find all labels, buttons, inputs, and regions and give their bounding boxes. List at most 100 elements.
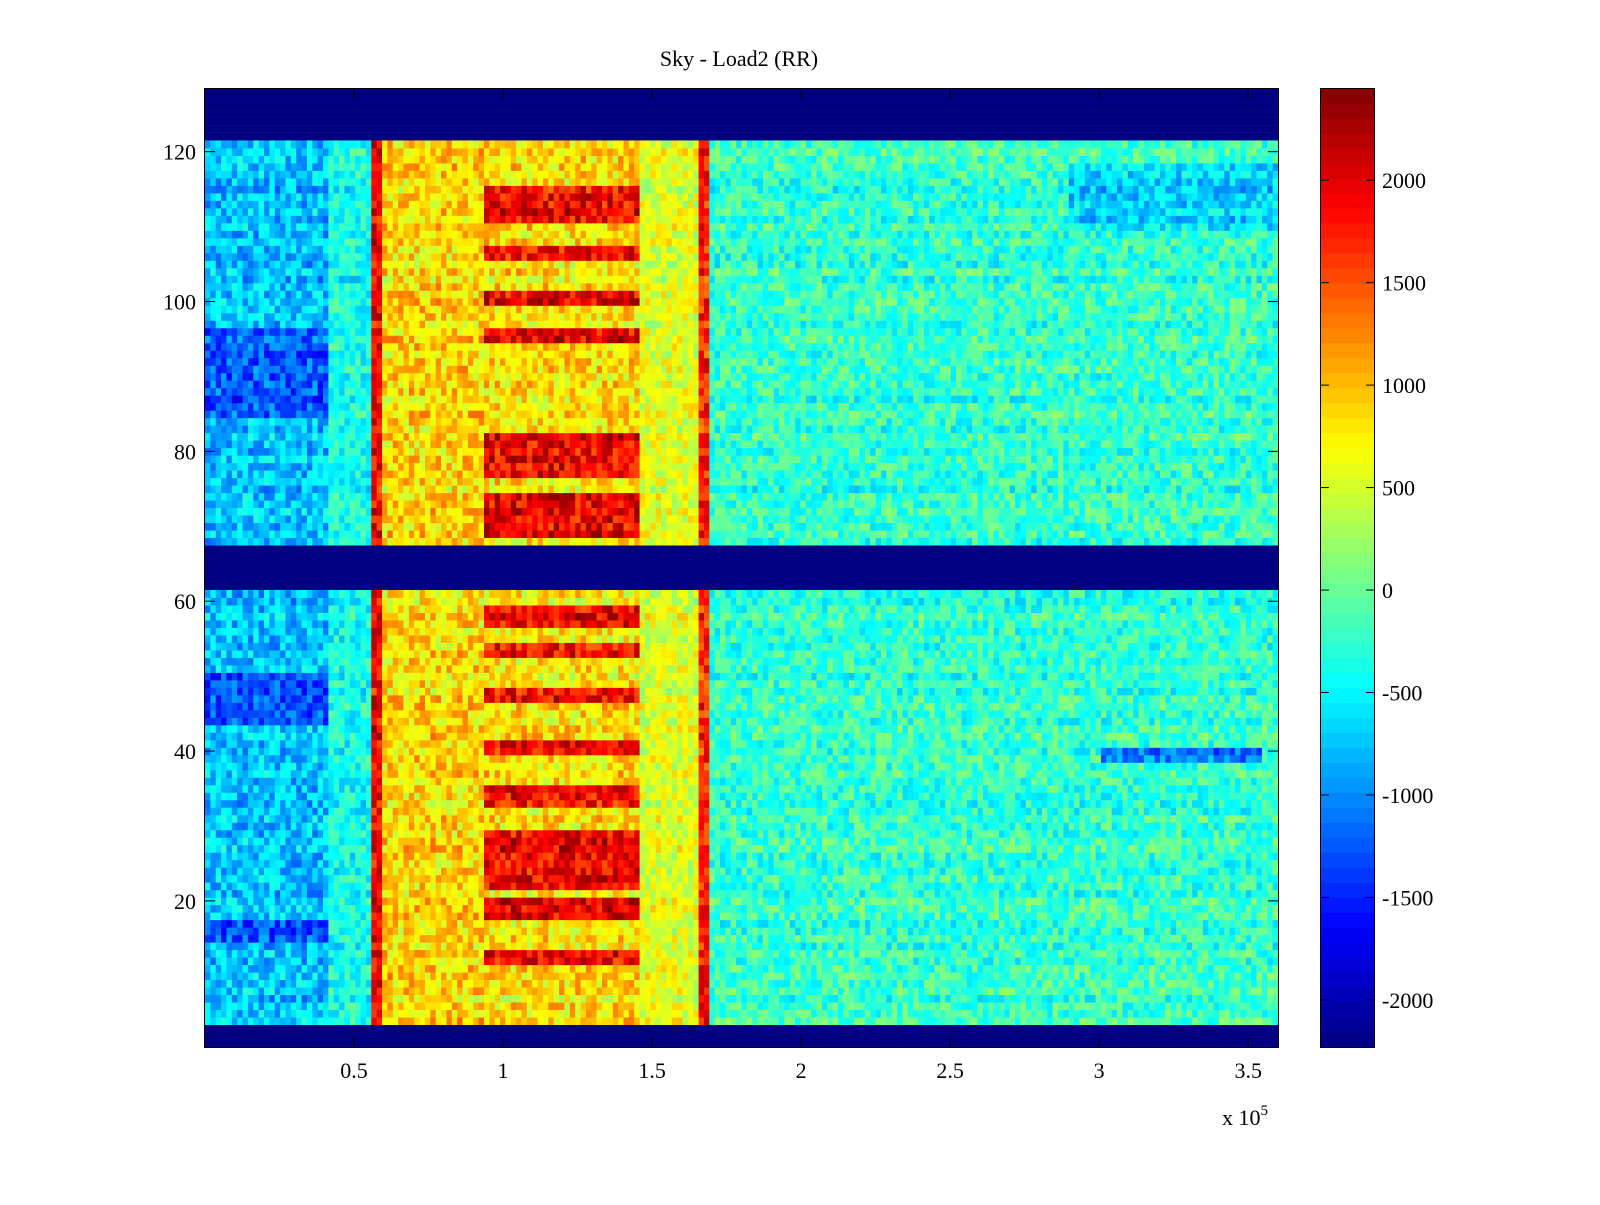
heatmap-cell <box>226 1002 233 1011</box>
heatmap-cell <box>403 889 410 898</box>
heatmap-cell <box>762 1017 769 1026</box>
heatmap-cell <box>779 964 786 973</box>
heatmap-cell <box>1047 882 1054 891</box>
heatmap-cell <box>462 897 469 906</box>
heatmap-cell <box>1084 882 1091 891</box>
heatmap-cell <box>1095 867 1102 876</box>
heatmap-cell <box>832 837 839 846</box>
heatmap-cell <box>237 867 244 876</box>
heatmap-cell <box>644 979 651 988</box>
heatmap-cell <box>1213 882 1220 891</box>
heatmap-cell <box>832 897 839 906</box>
heatmap-cell <box>950 837 957 846</box>
heatmap-cell <box>703 859 710 868</box>
heatmap-cell <box>1165 1017 1172 1026</box>
heatmap-cell <box>1036 889 1043 898</box>
heatmap-cell <box>821 874 828 883</box>
heatmap-cell <box>365 904 372 913</box>
heatmap-cell <box>226 927 233 936</box>
heatmap-cell <box>462 859 469 868</box>
heatmap-cell <box>280 919 287 928</box>
heatmap-cell <box>1009 979 1016 988</box>
heatmap-cell <box>424 897 431 906</box>
heatmap-cell <box>226 972 233 981</box>
heatmap-cell <box>1208 867 1215 876</box>
heatmap-cell <box>489 994 496 1003</box>
heatmap-cell <box>918 852 925 861</box>
heatmap-cell <box>446 852 453 861</box>
heatmap-cell <box>1122 919 1129 928</box>
heatmap-cell <box>441 844 448 853</box>
heatmap-cell <box>1133 844 1140 853</box>
heatmap-cell <box>848 912 855 921</box>
heatmap-cell <box>687 837 694 846</box>
heatmap-cell <box>360 889 367 898</box>
heatmap-cell <box>923 859 930 868</box>
heatmap-cell <box>1235 844 1242 853</box>
heatmap-cell <box>730 942 737 951</box>
heatmap-cell <box>693 957 700 966</box>
heatmap-cell <box>1261 964 1268 973</box>
heatmap-cell <box>462 927 469 936</box>
heatmap-cell <box>1095 852 1102 861</box>
heatmap-cell <box>1213 859 1220 868</box>
heatmap-cell <box>1197 927 1204 936</box>
heatmap-cell <box>1224 874 1231 883</box>
heatmap-cell <box>1165 882 1172 891</box>
heatmap-cell <box>1154 994 1161 1003</box>
heatmap-cell <box>714 1017 721 1026</box>
heatmap-cell <box>301 957 308 966</box>
heatmap-cell <box>328 942 335 951</box>
heatmap-cell <box>548 882 555 891</box>
heatmap-cell <box>736 957 743 966</box>
heatmap-cell <box>1143 942 1150 951</box>
heatmap-cell <box>575 1009 582 1018</box>
heatmap-cell <box>344 897 351 906</box>
heatmap-cell <box>489 852 496 861</box>
heatmap-cell <box>816 957 823 966</box>
heatmap-cell <box>671 964 678 973</box>
heatmap-cell <box>537 1017 544 1026</box>
heatmap-cell <box>821 859 828 868</box>
heatmap-cell <box>441 912 448 921</box>
heatmap-cell <box>1063 1002 1070 1011</box>
heatmap-cell <box>682 1009 689 1018</box>
heatmap-cell <box>451 1002 458 1011</box>
heatmap-cell <box>618 919 625 928</box>
heatmap-cell <box>982 934 989 943</box>
heatmap-cell <box>1063 867 1070 876</box>
heatmap-cell <box>242 934 249 943</box>
heatmap-cell <box>1041 874 1048 883</box>
heatmap-cell <box>1186 912 1193 921</box>
heatmap-cell <box>414 844 421 853</box>
heatmap-cell <box>264 979 270 988</box>
heatmap-cell <box>789 912 796 921</box>
heatmap-cell <box>854 844 861 853</box>
heatmap-cell <box>972 1009 979 1018</box>
heatmap-cell <box>848 927 855 936</box>
heatmap-cell <box>543 859 549 868</box>
heatmap-cell <box>1267 852 1274 861</box>
heatmap-cell <box>661 957 667 966</box>
heatmap-cell <box>1025 912 1032 921</box>
heatmap-cell <box>1208 919 1215 928</box>
heatmap-cell <box>392 972 399 981</box>
heatmap-cell <box>634 979 641 988</box>
heatmap-cell <box>779 859 786 868</box>
heatmap-cell <box>832 904 839 913</box>
heatmap-cell <box>387 1002 394 1011</box>
heatmap-cell <box>500 942 507 951</box>
heatmap-cell <box>1272 927 1279 936</box>
heatmap-cell <box>430 874 437 883</box>
heatmap-cell <box>317 844 324 853</box>
heatmap-cell <box>1095 897 1102 906</box>
heatmap-cell <box>1235 837 1242 846</box>
heatmap-cell <box>247 987 254 996</box>
heatmap-cell <box>612 874 619 883</box>
heatmap-cell <box>290 1017 297 1026</box>
heatmap-cell <box>1186 859 1193 868</box>
heatmap-cell <box>1235 852 1242 861</box>
heatmap-cell <box>414 859 421 868</box>
heatmap-cell <box>864 904 871 913</box>
heatmap-cell <box>1208 889 1215 898</box>
